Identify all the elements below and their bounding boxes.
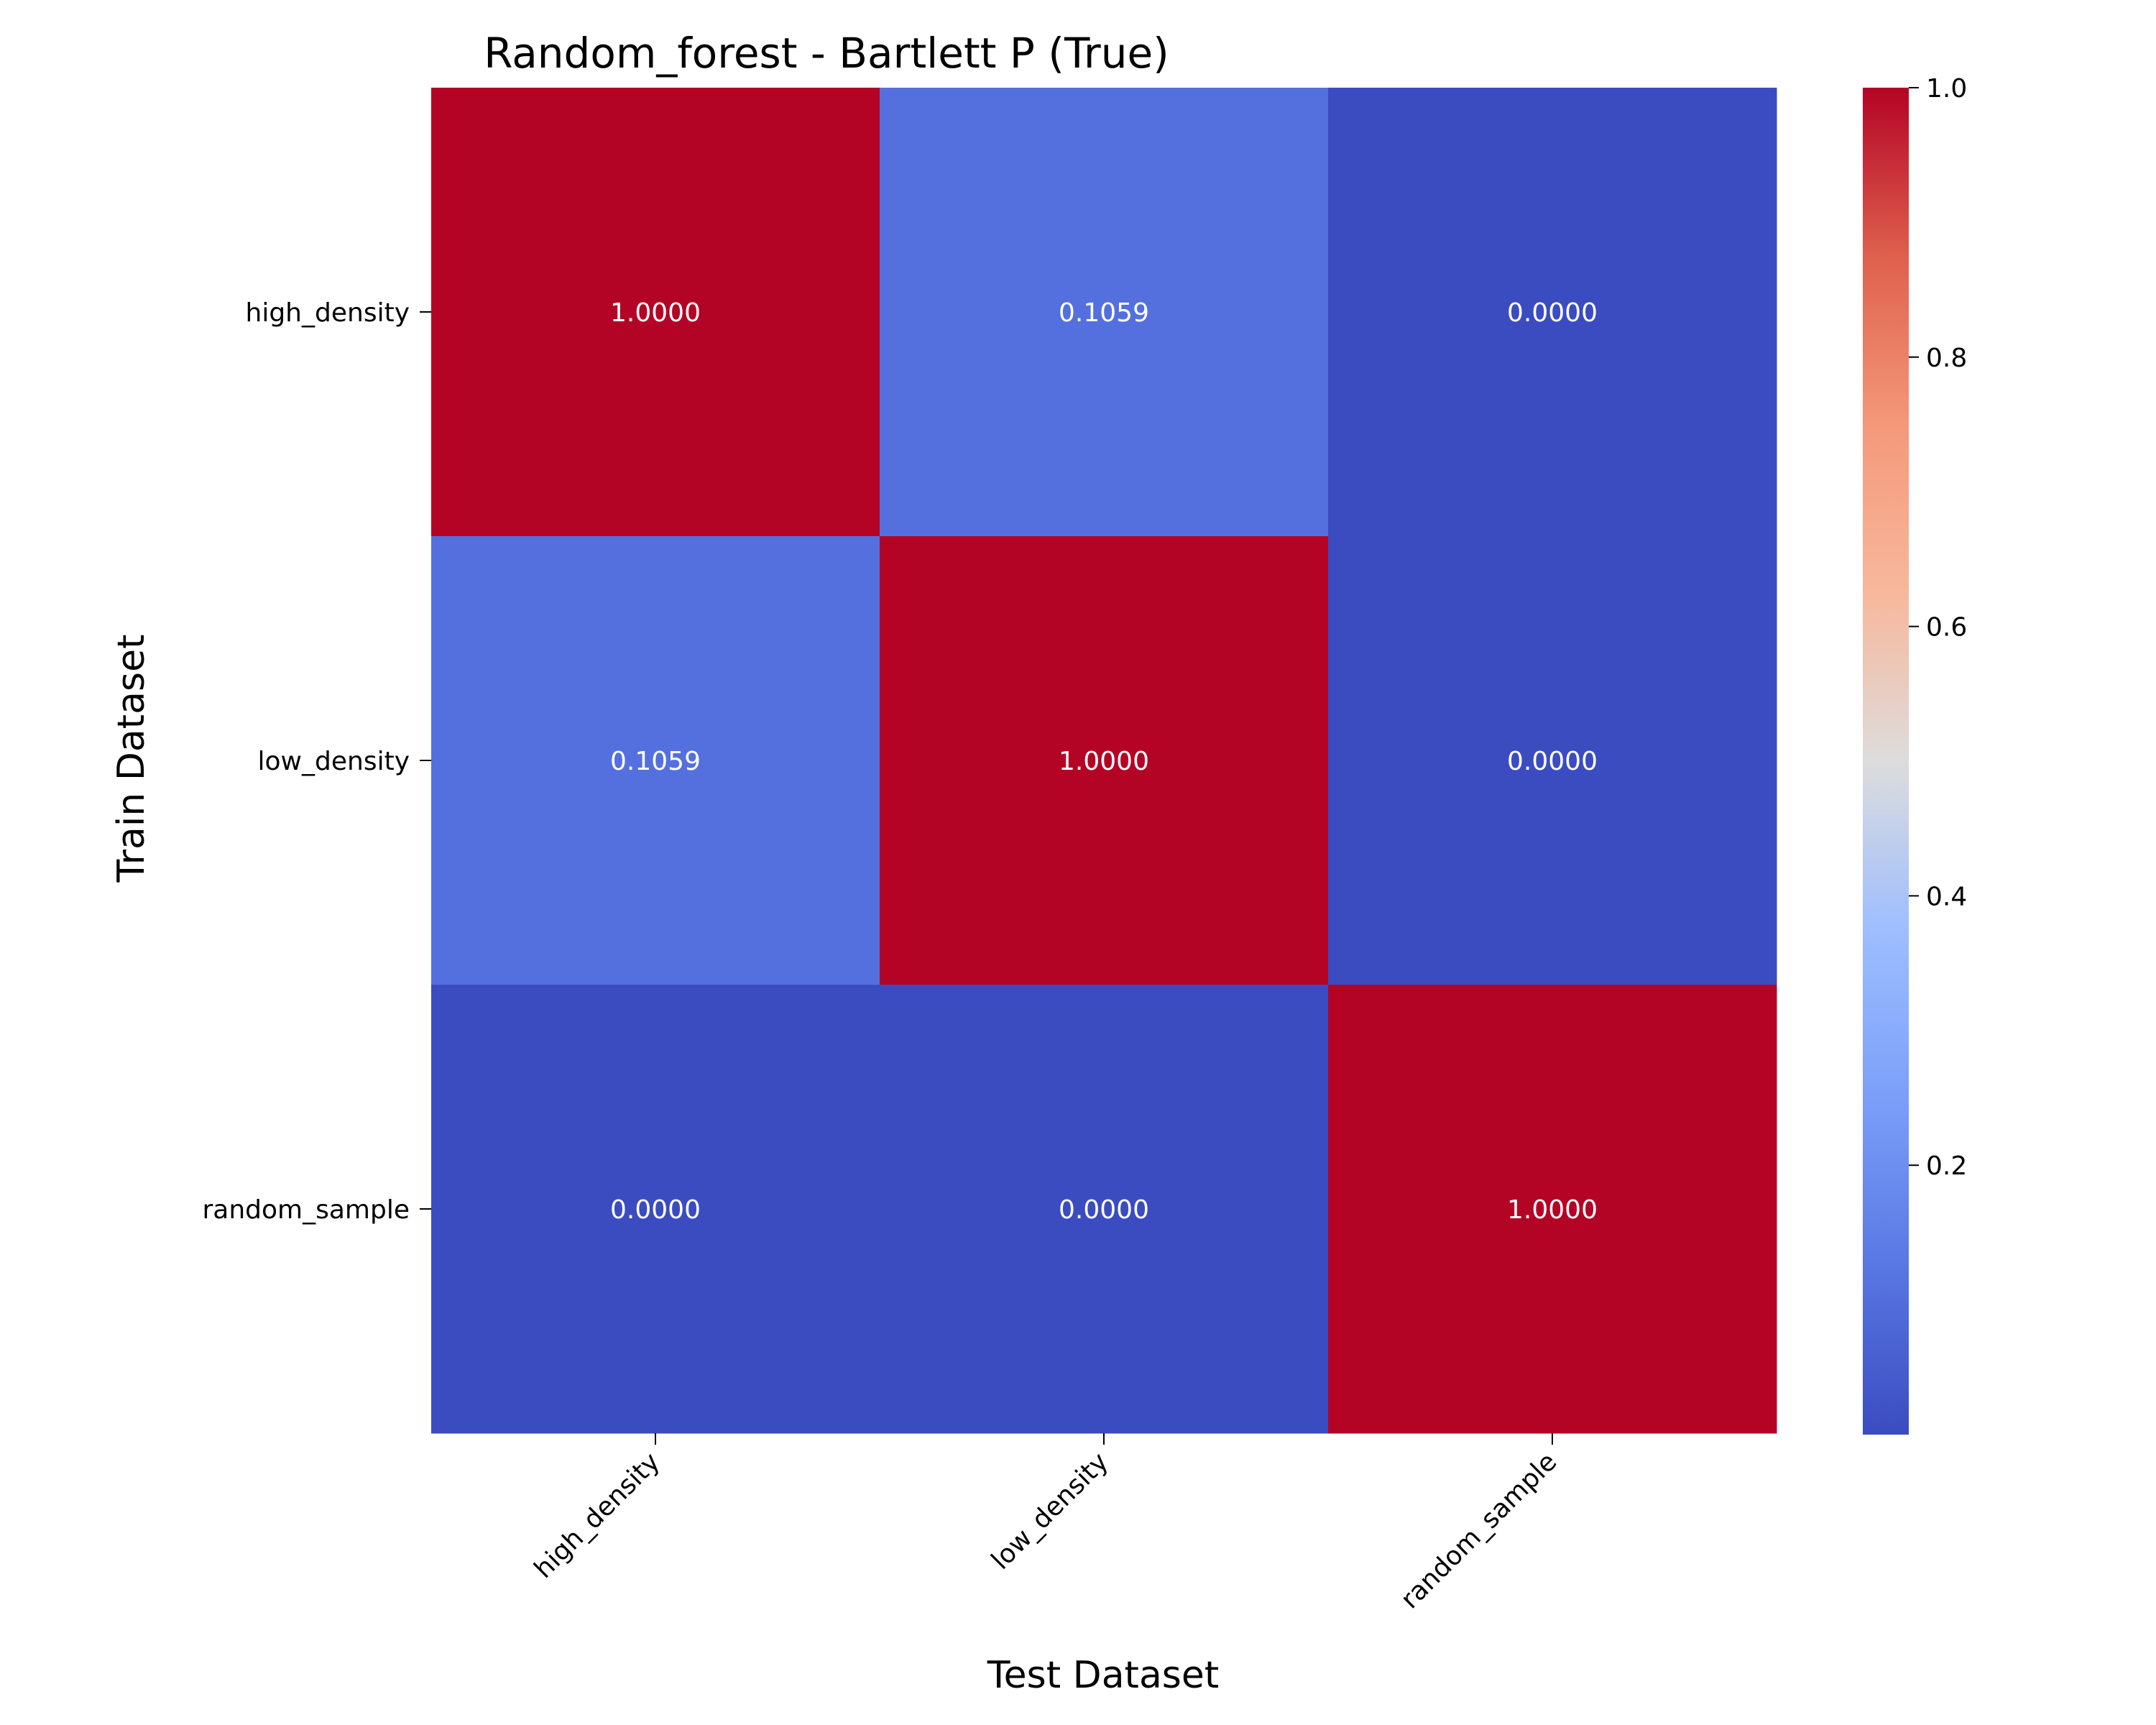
heatmap-cell (880, 536, 1329, 985)
cell-value-label: 0.0000 (1507, 747, 1598, 776)
cell-value-label: 1.0000 (610, 298, 701, 328)
x-axis-ticks: high_density low_density random_sample (529, 1433, 1562, 1614)
cell-value-label: 0.0000 (1059, 1195, 1149, 1225)
heatmap-cell (431, 985, 880, 1434)
x-axis-label: Test Dataset (987, 1654, 1220, 1697)
cell-value-label: 0.0000 (610, 1195, 701, 1225)
x-tick-label: low_density (986, 1447, 1115, 1576)
colorbar-tick-label: 0.8 (1926, 344, 1967, 373)
cell-value-label: 0.1059 (1059, 298, 1149, 328)
heatmap-cell (880, 985, 1329, 1434)
heatmap-cell (1328, 88, 1777, 537)
cell-value-label: 1.0000 (1059, 747, 1149, 776)
y-tick-label: high_density (246, 298, 410, 328)
colorbar: 0.2 0.4 0.6 0.8 1.0 (1863, 74, 1967, 1435)
heatmap-cell (431, 536, 880, 985)
colorbar-tick-label: 1.0 (1926, 74, 1967, 104)
heatmap-cell-labels: 1.0000 0.1059 0.0000 0.1059 1.0000 0.0000 0.00… (610, 298, 1598, 1225)
cell-value-label: 1.0000 (1507, 1195, 1598, 1225)
chart-title: Random_forest - Bartlett P (True) (484, 29, 1169, 78)
cell-value-label: 0.0000 (1507, 298, 1598, 328)
y-tick-label: low_density (258, 747, 410, 776)
heatmap-cell (431, 88, 880, 537)
y-axis-ticks: high_density low_density random_sample (202, 298, 431, 1225)
colorbar-gradient (1863, 88, 1909, 1435)
colorbar-ticks: 0.2 0.4 0.6 0.8 1.0 (1909, 74, 1967, 1181)
heatmap-cell (880, 88, 1329, 537)
y-axis-label: Train Dataset (110, 635, 153, 883)
heatmap-cell (1328, 536, 1777, 985)
colorbar-tick-label: 0.4 (1926, 882, 1967, 911)
cell-value-label: 0.1059 (610, 747, 701, 776)
x-tick-label: random_sample (1395, 1447, 1562, 1614)
colorbar-tick-label: 0.2 (1926, 1151, 1967, 1181)
heatmap-cell (1328, 985, 1777, 1434)
x-tick-label: high_density (529, 1447, 666, 1584)
y-tick-label: random_sample (202, 1195, 410, 1225)
colorbar-tick-label: 0.6 (1926, 613, 1967, 643)
heatmap-cells (431, 88, 1777, 1434)
